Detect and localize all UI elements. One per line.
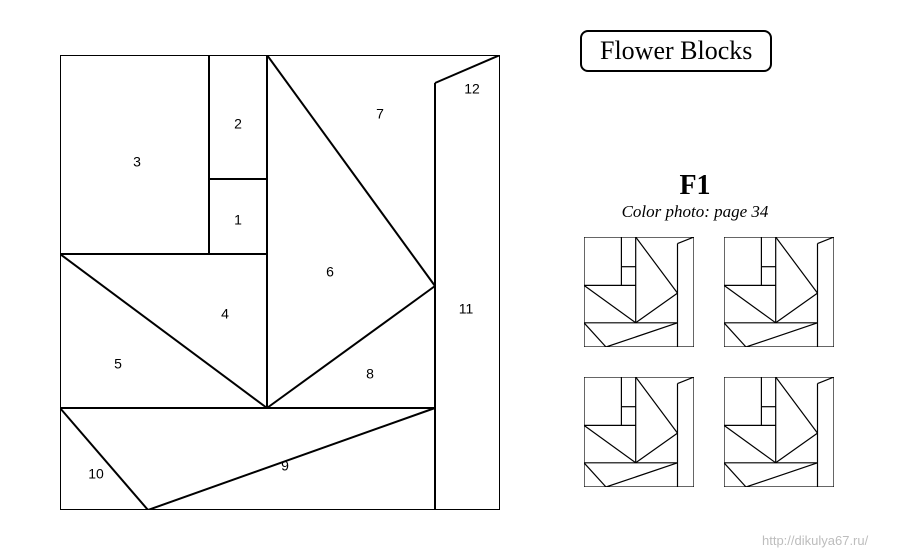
block-subtitle: Color photo: page 34 bbox=[570, 202, 820, 222]
piece-label: 5 bbox=[114, 356, 122, 372]
piece-label: 4 bbox=[221, 306, 229, 322]
code-label: F1 Color photo: page 34 bbox=[570, 170, 820, 222]
piece-label: 12 bbox=[464, 81, 480, 97]
main-block-svg: 123456789101112 bbox=[60, 55, 500, 510]
block-code: F1 bbox=[570, 170, 820, 202]
thumbnail-svg bbox=[584, 237, 694, 347]
thumbnail-block bbox=[584, 377, 694, 487]
piece-label: 7 bbox=[376, 106, 384, 122]
thumbnail-block bbox=[724, 377, 834, 487]
main-quilt-block: 123456789101112 bbox=[60, 55, 500, 510]
thumbnail-svg bbox=[724, 377, 834, 487]
piece-label: 8 bbox=[366, 366, 374, 382]
header-box: Flower Blocks bbox=[580, 30, 772, 72]
thumbnail-svg bbox=[584, 377, 694, 487]
page: Flower Blocks F1 Color photo: page 34 12… bbox=[0, 0, 899, 552]
piece-label: 2 bbox=[234, 116, 242, 132]
thumbnail-svg bbox=[724, 237, 834, 347]
thumbnail-block bbox=[584, 237, 694, 347]
thumbnail-grid bbox=[584, 237, 834, 487]
piece-label: 9 bbox=[281, 458, 289, 474]
header-title: Flower Blocks bbox=[600, 36, 752, 65]
piece-label: 6 bbox=[326, 264, 334, 280]
piece-label: 10 bbox=[88, 466, 104, 482]
thumbnail-block bbox=[724, 237, 834, 347]
piece-label: 11 bbox=[459, 301, 474, 317]
watermark-url: http://dikulya67.ru/ bbox=[762, 533, 868, 548]
piece-label: 1 bbox=[234, 212, 242, 228]
piece-label: 3 bbox=[133, 154, 141, 170]
